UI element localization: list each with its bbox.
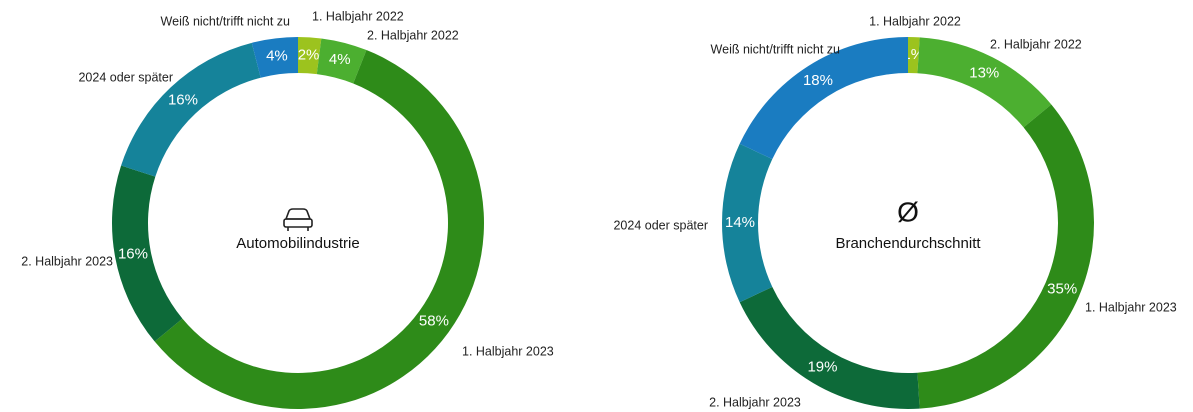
category-label: Weiß nicht/trifft nicht zu <box>161 14 290 28</box>
value-label: 19% <box>807 359 837 376</box>
value-label: 35% <box>1047 281 1077 298</box>
chart-title: Automobilindustrie <box>236 235 359 252</box>
value-label: 4% <box>266 47 288 64</box>
category-label: 2. Halbjahr 2023 <box>709 395 801 409</box>
category-label: 1. Halbjahr 2023 <box>1085 300 1177 314</box>
value-label: 4% <box>329 51 351 68</box>
category-label: 1. Halbjahr 2022 <box>869 14 961 28</box>
donut-segment <box>316 38 367 84</box>
donut-segment <box>111 165 183 342</box>
donut-segment <box>908 37 920 74</box>
donut-segment <box>917 37 1052 128</box>
value-label: 16% <box>118 245 148 262</box>
category-label: 2024 oder später <box>613 218 708 232</box>
value-label: 18% <box>803 72 833 89</box>
donut-segment <box>298 37 322 75</box>
category-label: 2024 oder später <box>78 70 173 84</box>
value-label: 14% <box>725 214 755 231</box>
category-label: 2. Halbjahr 2022 <box>990 37 1082 51</box>
donut-segment <box>121 42 261 177</box>
donut-segment <box>917 104 1094 409</box>
value-label: 16% <box>168 92 198 109</box>
car-icon <box>283 208 313 231</box>
donut-segment <box>739 37 908 160</box>
value-label: 58% <box>419 313 449 330</box>
category-label: Weiß nicht/trifft nicht zu <box>711 42 840 56</box>
value-label: 13% <box>969 64 999 81</box>
category-label: 1. Halbjahr 2023 <box>462 344 554 358</box>
category-label: 1. Halbjahr 2022 <box>312 9 404 23</box>
category-label: 2. Halbjahr 2022 <box>367 28 459 42</box>
chart-title: Branchendurchschnitt <box>835 235 981 252</box>
donut-segment <box>721 143 773 303</box>
donut-segment <box>739 286 920 409</box>
center-symbol: Ø <box>897 196 919 227</box>
category-label: 2. Halbjahr 2023 <box>21 254 113 268</box>
donut-segment <box>251 37 298 78</box>
value-label: 2% <box>298 46 320 63</box>
